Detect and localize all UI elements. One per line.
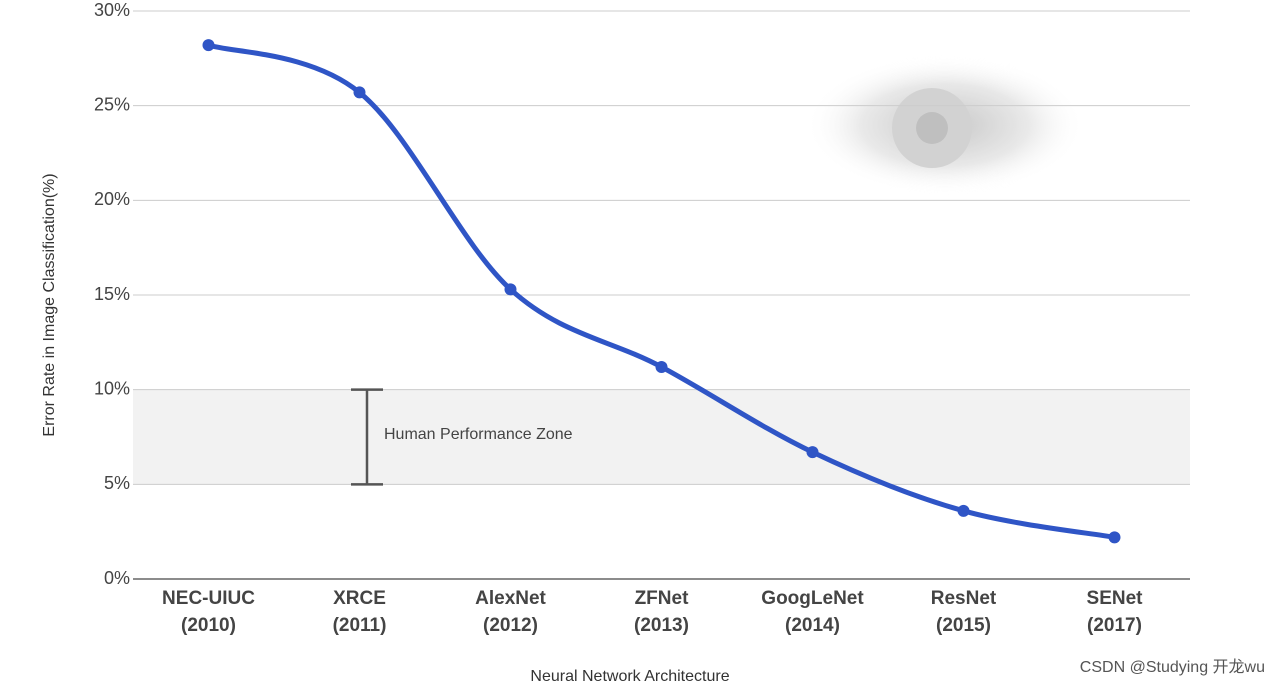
- point: [504, 283, 517, 296]
- y-tick-label: 15%: [94, 284, 130, 304]
- x-tick-label: ZFNet: [635, 588, 690, 609]
- human-zone: [133, 389, 1190, 485]
- x-axis-label: Neural Network Architecture: [530, 668, 729, 685]
- watermark: CSDN @Studying 开龙wu: [1080, 658, 1265, 676]
- point: [1108, 531, 1121, 544]
- y-tick-label: 25%: [94, 94, 130, 114]
- point: [957, 504, 970, 517]
- point: [202, 39, 215, 52]
- y-tick-label: 0%: [104, 568, 130, 588]
- y-tick-label: 20%: [94, 189, 130, 209]
- x-tick-label: SENet: [1087, 588, 1144, 609]
- x-tick-label: GoogLeNet: [761, 588, 864, 609]
- y-tick-label: 10%: [94, 378, 130, 398]
- x-tick-label: (2015): [936, 615, 991, 636]
- point: [353, 86, 366, 99]
- x-tick-label: (2014): [785, 615, 840, 636]
- x-tick-label: NEC-UIUC: [162, 588, 255, 609]
- eye-image: [805, 55, 1085, 195]
- x-tick-label: (2011): [333, 615, 387, 636]
- x-tick-label: (2010): [181, 615, 236, 636]
- x-tick-label: ResNet: [931, 588, 997, 609]
- point: [655, 360, 668, 373]
- zone-label: Human Performance Zone: [384, 426, 573, 443]
- x-tick-label: (2013): [634, 615, 689, 636]
- x-tick-label: (2012): [483, 615, 538, 636]
- x-tick-label: (2017): [1087, 615, 1142, 636]
- y-axis-label: Error Rate in Image Classification(%): [41, 173, 58, 436]
- x-tick-label: XRCE: [333, 588, 386, 609]
- zone-bracket: [351, 388, 383, 486]
- y-tick-label: 5%: [104, 473, 130, 493]
- y-tick-label: 30%: [94, 0, 130, 20]
- x-tick-label: AlexNet: [475, 588, 546, 609]
- point: [806, 446, 819, 459]
